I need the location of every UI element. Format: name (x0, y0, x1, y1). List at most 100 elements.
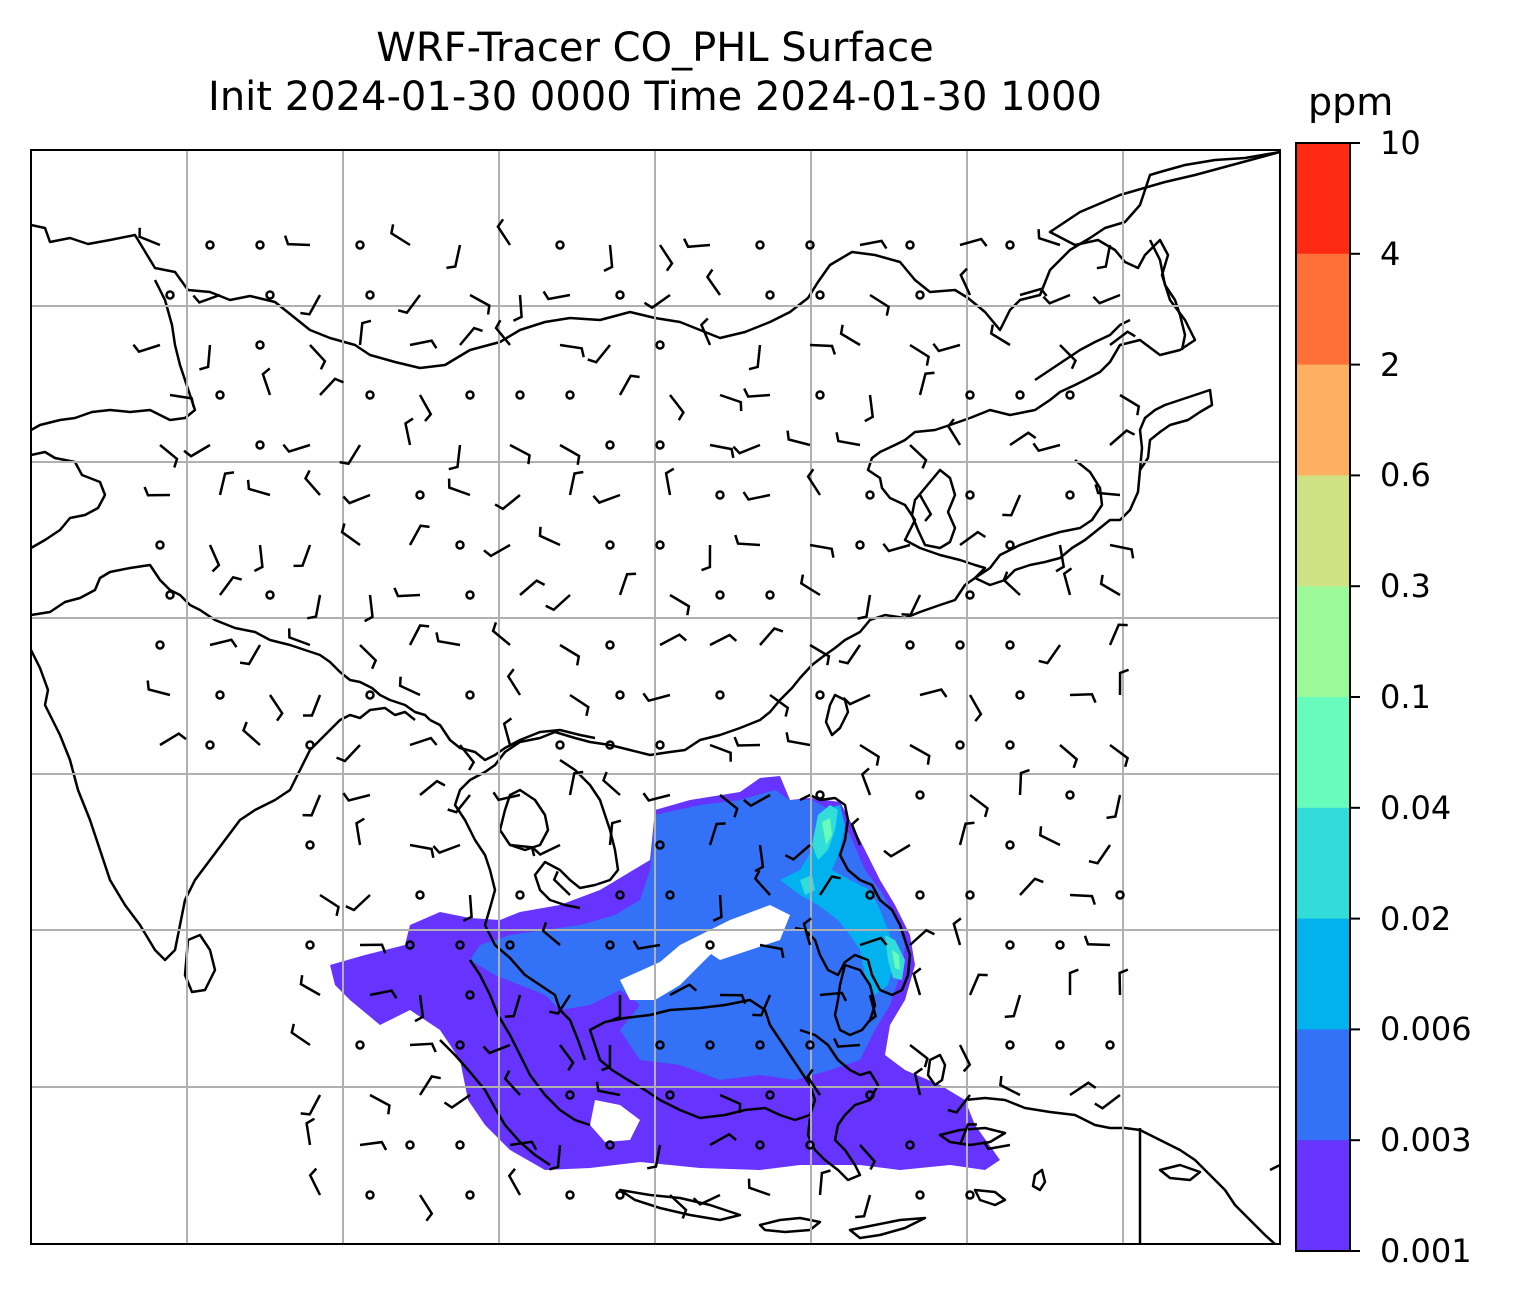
colorbar-tick-label: 4 (1380, 234, 1401, 273)
wind-barb (541, 921, 561, 946)
wind-barb (459, 744, 476, 771)
calm-marker (615, 690, 625, 700)
wind-barb (342, 493, 371, 505)
calm-marker (1005, 740, 1015, 750)
wind-barb (918, 494, 933, 522)
calm-marker (655, 1040, 665, 1050)
calm-marker (505, 940, 515, 950)
calm-marker (555, 740, 565, 750)
wind-barb (358, 319, 372, 346)
wind-barb (309, 344, 327, 370)
wind-barb (759, 626, 784, 646)
wind-barb (669, 394, 685, 421)
colorbar-tick-label: 0.3 (1380, 567, 1431, 606)
calm-marker (365, 690, 375, 700)
wind-barb (833, 1037, 861, 1048)
wind-barb (418, 394, 433, 422)
calm-marker (255, 440, 265, 450)
wind-barb (414, 994, 425, 1023)
wind-barb (369, 1093, 391, 1115)
calm-marker (515, 390, 525, 400)
calm-marker (815, 690, 825, 700)
wind-barb (261, 367, 272, 396)
calm-marker (1015, 690, 1025, 700)
map-frame (30, 149, 1281, 1245)
calm-marker (605, 740, 615, 750)
wind-barb (503, 1070, 521, 1096)
colorbar-tick-label: 0.001 (1380, 1232, 1472, 1270)
wind-barb (919, 688, 948, 698)
colorbar (1295, 142, 1360, 1252)
colorbar-band (1296, 807, 1350, 920)
wind-barb (1062, 567, 1073, 596)
calm-marker (615, 890, 625, 900)
calm-marker (815, 390, 825, 400)
wind-barb (719, 993, 747, 1005)
wind-barb (159, 732, 187, 747)
wind-barb (300, 294, 322, 316)
calm-marker (805, 1140, 815, 1150)
wind-barb (448, 444, 462, 471)
wind-barb (969, 794, 989, 818)
wind-barb (1059, 344, 1077, 370)
wind-barb (1069, 693, 1097, 704)
wind-barb (859, 936, 888, 947)
wind-barb (646, 1144, 662, 1170)
wind-barb (968, 694, 983, 722)
wind-barb (419, 779, 446, 796)
calm-marker (605, 940, 615, 950)
wind-barb (753, 870, 771, 896)
wind-barb (183, 443, 211, 458)
calm-marker (815, 290, 825, 300)
wind-barb (159, 444, 179, 468)
wind-barb (743, 793, 771, 808)
wind-barb (664, 467, 675, 496)
calm-marker (165, 290, 175, 300)
calm-marker (465, 990, 475, 1000)
calm-marker (715, 690, 725, 700)
wind-barb (359, 644, 378, 670)
wind-barb (1038, 826, 1061, 847)
wind-barb (857, 594, 872, 620)
wind-barb (199, 344, 212, 371)
calm-marker (1115, 890, 1125, 900)
wind-barb (701, 544, 712, 572)
wind-barb (959, 237, 988, 247)
wind-barb (345, 894, 371, 912)
wind-barb (947, 1094, 971, 1114)
wind-barb (989, 324, 1011, 347)
wind-barb (913, 1067, 924, 1096)
wind-barb (1002, 571, 1021, 596)
wind-barb (669, 983, 698, 997)
wind-barb (446, 244, 462, 270)
calm-marker (365, 390, 375, 400)
wind-barb (409, 339, 438, 349)
wind-barb (601, 1044, 612, 1072)
wind-barb (569, 693, 590, 717)
colorbar-ticks (1350, 142, 1360, 1252)
wind-barb (752, 994, 772, 1017)
calm-marker (305, 740, 315, 750)
wind-barb (732, 443, 761, 455)
wind-barb (618, 374, 640, 396)
wind-barb (642, 792, 671, 802)
wind-barb (192, 293, 221, 304)
wind-barb (409, 736, 438, 747)
wind-barb (850, 817, 862, 846)
calm-marker (605, 440, 615, 450)
wind-barb (733, 736, 761, 747)
wind-barb (1055, 544, 1066, 573)
calm-marker (665, 1090, 675, 1100)
wind-barb (509, 1140, 538, 1151)
wind-barb (1018, 768, 1030, 796)
wind-barb (1088, 844, 1112, 865)
wind-barb (443, 1093, 471, 1110)
calm-marker (1005, 540, 1015, 550)
calm-marker (1055, 1040, 1065, 1050)
wind-barb (558, 1044, 575, 1071)
wind-barb (512, 294, 523, 322)
wind-barbs (132, 218, 1141, 1222)
wind-barb (409, 843, 435, 859)
wind-barb (143, 486, 171, 497)
wind-barb (759, 943, 785, 959)
